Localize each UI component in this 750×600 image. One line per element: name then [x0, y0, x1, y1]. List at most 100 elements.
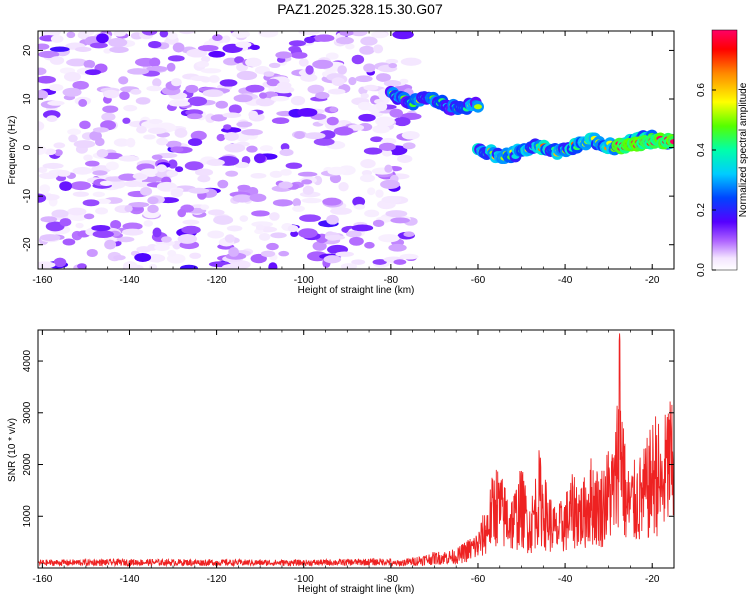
spectrogram-cell	[393, 259, 407, 265]
spectrogram-cell	[298, 58, 309, 67]
spectrogram-cell	[364, 241, 375, 249]
spectrogram-cell	[62, 87, 82, 97]
spectrogram-cell	[258, 92, 268, 99]
colorbar-label: Normalized spectral amplitude	[738, 82, 749, 217]
spectrogram-cell	[67, 207, 87, 216]
spectrogram-cell	[402, 142, 416, 150]
spectrogram-cell	[173, 100, 190, 107]
spectrogram-cell	[208, 50, 226, 58]
spectrogram-cell	[249, 193, 267, 203]
spectrogram-cell	[345, 43, 355, 50]
spectrogram-cell	[72, 191, 90, 197]
spectrogram-cell	[202, 89, 224, 98]
spectrogram-cell	[182, 219, 200, 225]
spectrogram-cell	[149, 57, 161, 67]
snr-x-tick-label: -40	[558, 574, 573, 585]
spectrogram-cell	[123, 104, 138, 112]
snr-x-tick-label: -80	[384, 574, 399, 585]
spectrogram-cell	[403, 231, 415, 238]
spectrogram-cell	[299, 214, 321, 222]
snr-x-tick-label: -100	[294, 574, 314, 585]
spectrogram-cell	[113, 255, 126, 261]
snr-y-tick-label: 1000	[22, 505, 33, 528]
spectrogram-cell	[305, 65, 314, 75]
spectrogram-cell	[312, 59, 334, 69]
spectrogram-cell	[389, 108, 403, 118]
spectrogram-cell	[370, 136, 384, 143]
spectrogram-cell	[268, 262, 278, 269]
spectrogram-cell	[236, 121, 253, 128]
spectrogram-cell	[338, 181, 349, 192]
spectrogram-cell	[134, 253, 152, 262]
spectrogram-cell	[239, 215, 249, 222]
spectrogram-cell	[259, 145, 273, 152]
spectrogram-cell	[326, 214, 339, 225]
spectrogram-cell	[185, 84, 199, 94]
spectrogram-cell	[126, 137, 136, 148]
spectrogram-cell	[266, 242, 279, 251]
spectrogram-x-tick-label: -60	[471, 275, 486, 286]
spectrogram-cell	[147, 196, 159, 205]
spectrogram-cell	[91, 224, 111, 232]
spectrogram-cell	[83, 213, 95, 220]
spectrogram-cell	[90, 42, 108, 49]
spectrogram-cell	[77, 263, 87, 269]
spectrogram-cell	[275, 51, 293, 59]
spectrogram-cell	[59, 181, 73, 192]
spectrogram-cell	[300, 73, 318, 82]
spectrogram-cell	[49, 46, 70, 52]
spectrogram-cell	[152, 227, 162, 238]
snr-y-tick-label: 4000	[22, 349, 33, 372]
spectrogram-cell	[375, 73, 391, 82]
spectrogram-cell	[177, 234, 198, 244]
spectrogram-cell	[208, 75, 220, 83]
spectrogram-cell	[51, 209, 69, 218]
spectrogram-cell	[258, 232, 271, 241]
spectrogram-cell	[154, 243, 170, 252]
spectrogram-cell	[104, 239, 117, 250]
spectrogram-cell	[215, 100, 229, 109]
spectrogram-cell	[385, 58, 399, 65]
spectrogram-cell	[249, 44, 260, 51]
colorbar-tick-label: 0.2	[696, 203, 707, 217]
spectrogram-cell	[197, 44, 219, 52]
spectrogram-cell	[222, 112, 242, 118]
spectrogram-cell	[363, 63, 376, 73]
spectrogram-cell	[84, 31, 95, 36]
spectrogram-cell	[255, 97, 275, 107]
spectrogram-cell	[179, 264, 198, 269]
spectrogram-panel: -160 -140 -120 -100 -80 -60 -40 -20 -20-1001020…	[7, 30, 675, 296]
spectrogram-cell	[165, 140, 182, 148]
spectrogram-cell	[38, 67, 47, 76]
spectrogram-cell	[329, 106, 338, 113]
spectrogram-cell	[301, 197, 322, 204]
spectrogram-cell	[201, 55, 211, 63]
spectrogram-cell	[348, 77, 357, 86]
spectrogram-cell	[148, 263, 158, 269]
spectrogram-cell	[102, 105, 119, 113]
snr-x-tick-label: -140	[119, 574, 139, 585]
spectrogram-cell	[166, 170, 179, 177]
spectrogram-cell	[96, 33, 109, 44]
spectrogram-cell	[358, 113, 376, 122]
spectrogram-cell	[354, 204, 366, 210]
spectrogram-cell	[200, 204, 210, 210]
spectrogram-cell	[167, 159, 178, 169]
spectrogram-cell	[363, 147, 383, 155]
spectrogram-cell	[385, 210, 408, 218]
spectrogram-cell	[360, 36, 378, 46]
spectrogram-cell	[39, 172, 58, 180]
spectrogram-cell	[174, 128, 188, 138]
spectrogram-cell	[250, 253, 267, 264]
spectrogram-cell	[224, 143, 246, 153]
spectrogram-cell	[159, 31, 169, 38]
spectrogram-x-tick-label: -140	[119, 275, 139, 286]
spectrogram-cell	[355, 75, 373, 83]
spectrogram-y-tick-label: -20	[22, 237, 33, 252]
spectrogram-cell	[263, 71, 275, 77]
spectrogram-cell	[335, 251, 354, 257]
spectrogram-cell	[95, 207, 109, 215]
spectrogram-cell	[146, 85, 162, 92]
spectrogram-cell	[212, 34, 223, 42]
spectrogram-cell	[276, 81, 292, 90]
